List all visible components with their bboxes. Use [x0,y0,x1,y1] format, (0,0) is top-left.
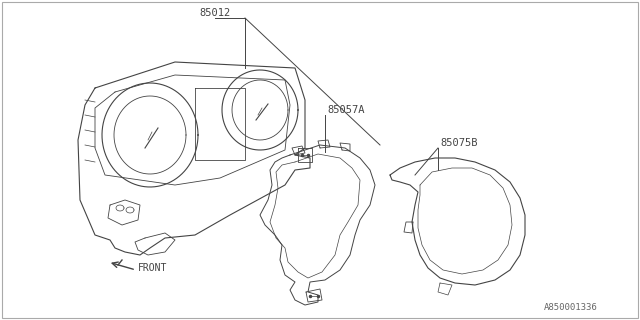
Text: 85057A: 85057A [327,105,365,115]
Text: 85012: 85012 [200,8,230,18]
Text: A850001336: A850001336 [544,303,598,312]
Text: 85075B: 85075B [440,138,477,148]
Text: FRONT: FRONT [138,263,168,273]
